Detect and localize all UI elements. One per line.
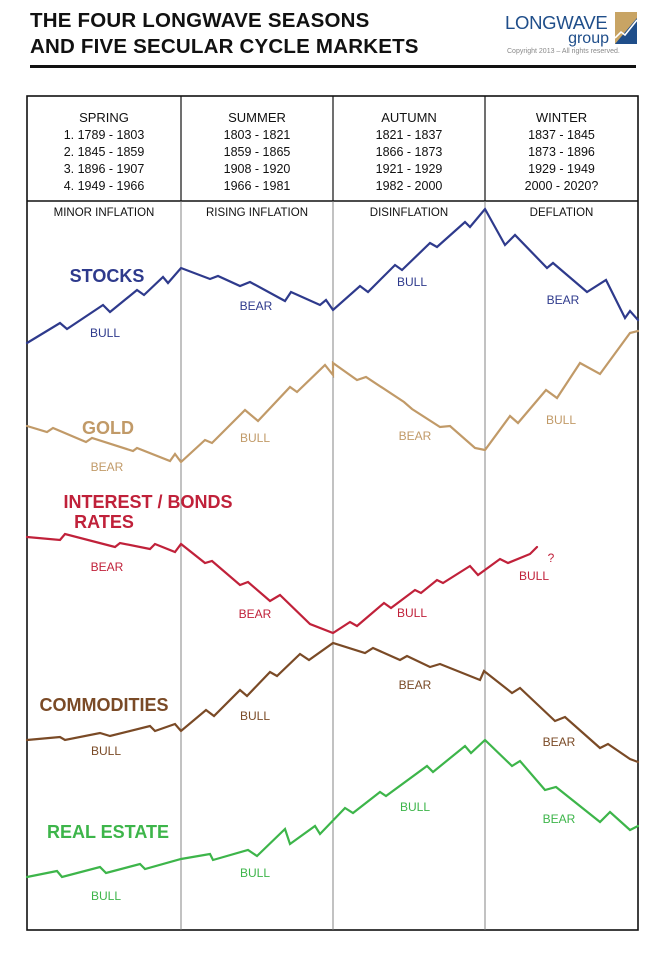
commodities-phase-label: BULL [240, 709, 270, 723]
commodities-line [25, 641, 640, 764]
logo-mark-icon [615, 12, 637, 44]
season-range: 1. 1789 - 1803 [64, 128, 145, 142]
commodities-phase-label: BULL [91, 744, 121, 758]
season-range: 1837 - 1845 [528, 128, 595, 142]
season-range: 1982 - 2000 [376, 179, 443, 193]
stocks-phase-label: BULL [90, 326, 120, 340]
commodities-title: COMMODITIES [40, 695, 169, 715]
gold-line [25, 329, 640, 464]
commodities-phase-label: BEAR [399, 678, 432, 692]
season-name-spring: SPRING [79, 110, 129, 125]
season-phase: DEFLATION [530, 207, 594, 219]
longwave-logo: LONGWAVE group Copyright 2013 – All righ… [505, 10, 637, 58]
season-range: 1859 - 1865 [224, 145, 291, 159]
page-title: THE FOUR LONGWAVE SEASONS AND FIVE SECUL… [30, 8, 419, 60]
rates-phase-label: BEAR [91, 560, 124, 574]
rates-question-mark: ? [548, 551, 555, 565]
stocks-phase-label: BEAR [547, 293, 580, 307]
title-line-1: THE FOUR LONGWAVE SEASONS [30, 9, 370, 32]
season-phase: RISING INFLATION [206, 207, 308, 219]
season-range: 1921 - 1929 [376, 162, 443, 176]
season-name-summer: SUMMER [228, 110, 286, 125]
rates-line [25, 532, 539, 635]
rates-phase-label: BULL [397, 606, 427, 620]
logo-copyright: Copyright 2013 – All rights reserved. [507, 48, 620, 55]
logo-wordmark: LONGWAVE [505, 12, 608, 33]
season-range: 1803 - 1821 [224, 128, 291, 142]
season-range: 1866 - 1873 [376, 145, 443, 159]
gold-phase-label: BULL [240, 431, 270, 445]
realestate-phase-label: BULL [240, 866, 270, 880]
season-phase: MINOR INFLATION [54, 207, 155, 219]
stocks-title: STOCKS [70, 266, 145, 286]
gold-phase-label: BEAR [399, 429, 432, 443]
stocks-phase-label: BULL [397, 275, 427, 289]
season-range: 1929 - 1949 [528, 162, 595, 176]
realestate-line [25, 738, 640, 879]
title-line-2: AND FIVE SECULAR CYCLE MARKETS [30, 35, 419, 58]
season-range: 3. 1896 - 1907 [64, 162, 145, 176]
gold-phase-label: BEAR [91, 460, 124, 474]
gold-phase-label: BULL [546, 413, 576, 427]
realestate-phase-label: BULL [91, 889, 121, 903]
season-range: 2. 1845 - 1859 [64, 145, 145, 159]
season-range: 1908 - 1920 [224, 162, 291, 176]
season-phase: DISINFLATION [370, 207, 448, 219]
season-name-winter: WINTER [536, 110, 587, 125]
gold-title: GOLD [82, 418, 134, 438]
rates-title: INTEREST / BONDS [63, 492, 232, 512]
realestate-title: REAL ESTATE [47, 822, 169, 842]
season-range: 2000 - 2020? [525, 179, 599, 193]
stocks-phase-label: BEAR [240, 299, 273, 313]
commodities-phase-label: BEAR [543, 735, 576, 749]
title-rule [30, 65, 636, 68]
rates-title: RATES [74, 512, 134, 532]
season-range: 1821 - 1837 [376, 128, 443, 142]
realestate-phase-label: BULL [400, 800, 430, 814]
realestate-phase-label: BEAR [543, 812, 576, 826]
season-range: 1873 - 1896 [528, 145, 595, 159]
season-name-autumn: AUTUMN [381, 110, 437, 125]
stocks-line [25, 207, 640, 345]
rates-phase-label: BULL [519, 569, 549, 583]
season-range: 4. 1949 - 1966 [64, 179, 145, 193]
logo-group-text: group [568, 30, 609, 47]
rates-phase-label: BEAR [239, 607, 272, 621]
season-range: 1966 - 1981 [224, 179, 291, 193]
